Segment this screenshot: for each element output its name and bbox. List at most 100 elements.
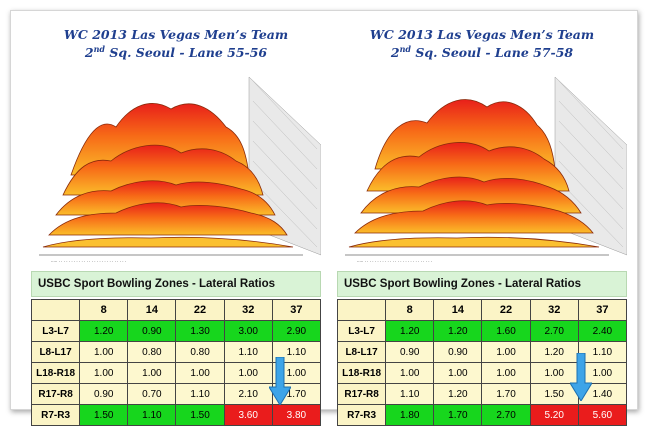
- wall-gridline: [558, 140, 624, 210]
- table-cell: 1.00: [79, 362, 129, 384]
- panel-title-line1: WC 2013 Las Vegas Men’s Team: [63, 27, 289, 42]
- oil-pattern-3d-chart: ····· · · · · · · · · · · · · · · · · · …: [337, 76, 627, 264]
- column-header: 37: [577, 299, 628, 321]
- table-row: L3-L7 1.20 1.20 1.60 2.70 2.40: [336, 320, 628, 342]
- table-cell: 1.10: [385, 383, 435, 405]
- wall-gridline: [252, 100, 318, 170]
- arrow-shape: [269, 357, 291, 405]
- panel-lane-57-58: WC 2013 Las Vegas Men’s Team 2nd Sq. Seo…: [336, 27, 628, 426]
- figure-frame: WC 2013 Las Vegas Men’s Team 2nd Sq. Seo…: [10, 10, 638, 426]
- oil-pattern-3d-chart: ····· · · · · · · · · · · · · · · · · · …: [31, 76, 321, 264]
- table-cell: 2.10: [223, 383, 273, 405]
- table-cell: 0.80: [175, 341, 225, 363]
- arrow-down-icon: [269, 357, 291, 405]
- area-layer-14: [48, 202, 288, 236]
- panel-title-line2: 2nd Sq. Seoul - Lane 55-56: [31, 42, 321, 60]
- wall-gridline: [252, 120, 318, 190]
- column-header: 14: [433, 299, 483, 321]
- wall-gridline: [252, 180, 318, 248]
- column-header: 32: [223, 299, 273, 321]
- table-cell: 0.90: [385, 341, 435, 363]
- table-cell: 0.90: [127, 320, 177, 342]
- table-cell: 1.10: [223, 341, 273, 363]
- table-row: R7-R3 1.50 1.10 1.50 3.60 3.80: [30, 404, 322, 426]
- table-cell: 2.70: [529, 320, 579, 342]
- wall-gridline: [558, 120, 624, 190]
- row-label: L18-R18: [336, 362, 387, 384]
- row-label: R17-R8: [336, 383, 387, 405]
- table-cell: 0.90: [79, 383, 129, 405]
- area-layer-14: [354, 200, 594, 234]
- table-cell: 1.10: [127, 404, 177, 426]
- table-cell: 2.40: [577, 320, 628, 342]
- area-layer-8: [348, 236, 600, 248]
- table-title: USBC Sport Bowling Zones - Lateral Ratio…: [31, 271, 321, 297]
- column-header: 22: [175, 299, 225, 321]
- wall-gridline: [558, 160, 624, 230]
- column-header: 32: [529, 299, 579, 321]
- column-header: 22: [481, 299, 531, 321]
- panel-title-line1: WC 2013 Las Vegas Men’s Team: [369, 27, 595, 42]
- title-line2-prefix: 2: [390, 45, 400, 61]
- row-label: R17-R8: [30, 383, 81, 405]
- table-cell: 1.00: [223, 362, 273, 384]
- table-cell: 1.20: [385, 320, 435, 342]
- x-tick-label: ····· · · · · · · · · · · · · · · · · · …: [51, 259, 126, 264]
- table-title: USBC Sport Bowling Zones - Lateral Ratio…: [337, 271, 627, 297]
- table-cell: 1.10: [175, 383, 225, 405]
- table-cell: 1.00: [577, 362, 628, 384]
- table-cell: 3.80: [271, 404, 322, 426]
- table-cell: 5.60: [577, 404, 628, 426]
- wall-gridline: [558, 100, 624, 170]
- table-row: R17-R8 1.10 1.20 1.70 1.50 1.40: [336, 383, 628, 405]
- table-cell: 5.20: [529, 404, 579, 426]
- wall-gridline: [252, 80, 318, 150]
- table-cell: 1.20: [79, 320, 129, 342]
- table-cell: 1.20: [433, 383, 483, 405]
- area-layer-8: [42, 236, 294, 248]
- table-cell: 1.30: [175, 320, 225, 342]
- lateral-ratio-table: 8 14 22 32 37 L3-L7 1.20 1.20 1.60 2.70 …: [336, 299, 628, 426]
- table-cell: 1.00: [79, 341, 129, 363]
- row-label: R7-R3: [336, 404, 387, 426]
- table-cell: 1.20: [433, 320, 483, 342]
- x-tick-label: ····· · · · · · · · · · · · · · · · · · …: [357, 259, 432, 264]
- title-line2-sup: nd: [399, 44, 411, 54]
- table-cell: 2.90: [271, 320, 322, 342]
- table-row: L8-L17 0.90 0.90 1.00 1.20 1.10: [336, 341, 628, 363]
- table-cell: 1.50: [175, 404, 225, 426]
- title-line2-rest: Sq. Seoul - Lane 55-56: [104, 45, 268, 61]
- table-cell: 1.60: [481, 320, 531, 342]
- column-header: 8: [385, 299, 435, 321]
- wall-gridline: [252, 160, 318, 230]
- table-cell: 1.10: [577, 341, 628, 363]
- table-cell: 0.80: [127, 341, 177, 363]
- column-header: 8: [79, 299, 129, 321]
- arrow-shape: [570, 353, 592, 401]
- table-cell: 1.00: [175, 362, 225, 384]
- column-header: 14: [127, 299, 177, 321]
- panel-title-line2: 2nd Sq. Seoul - Lane 57-58: [337, 42, 627, 60]
- wall-gridline: [558, 180, 624, 248]
- table-cell: 1.70: [433, 404, 483, 426]
- row-label: L3-L7: [30, 320, 81, 342]
- column-header: 37: [271, 299, 322, 321]
- table-header-row: 8 14 22 32 37: [336, 299, 628, 321]
- table-cell: 1.00: [481, 341, 531, 363]
- table-cell: 0.90: [433, 341, 483, 363]
- table-row: R7-R3 1.80 1.70 2.70 5.20 5.60: [336, 404, 628, 426]
- table-cell: 1.00: [433, 362, 483, 384]
- table-cell: 1.70: [481, 383, 531, 405]
- table-cell: 1.00: [127, 362, 177, 384]
- panel-lane-55-56: WC 2013 Las Vegas Men’s Team 2nd Sq. Seo…: [30, 27, 322, 426]
- row-label: L3-L7: [336, 320, 387, 342]
- row-label: L18-R18: [30, 362, 81, 384]
- row-label: L8-L17: [30, 341, 81, 363]
- table-cell: 0.70: [127, 383, 177, 405]
- table-cell: 1.40: [577, 383, 628, 405]
- table-cell: 2.70: [481, 404, 531, 426]
- title-line2-sup: nd: [93, 44, 105, 54]
- title-line2-prefix: 2: [84, 45, 94, 61]
- table-header-row: 8 14 22 32 37: [30, 299, 322, 321]
- wall-gridline: [558, 80, 624, 150]
